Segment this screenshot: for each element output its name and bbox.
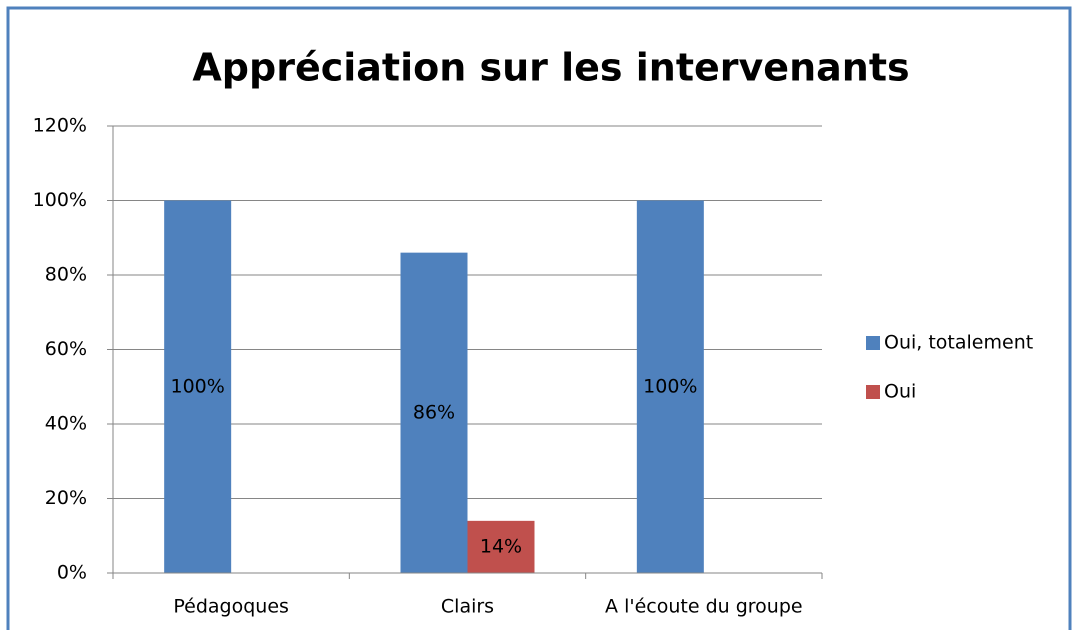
legend-swatch bbox=[866, 385, 880, 399]
data-label: 100% bbox=[643, 375, 697, 397]
y-tick-label: 20% bbox=[45, 487, 87, 509]
y-tick-label: 40% bbox=[45, 413, 87, 435]
legend-label: Oui, totalement bbox=[884, 332, 1033, 354]
y-tick-label: 0% bbox=[57, 562, 87, 584]
legend-swatch bbox=[866, 336, 880, 350]
bar bbox=[164, 200, 232, 573]
data-label: 14% bbox=[480, 535, 522, 557]
x-tick-label: Pédagoques bbox=[173, 596, 289, 618]
data-label: 86% bbox=[413, 401, 455, 423]
chart-title: Appréciation sur les intervenants bbox=[192, 46, 909, 90]
y-tick-label: 80% bbox=[45, 264, 87, 286]
x-tick-label: Clairs bbox=[441, 596, 494, 618]
bar bbox=[636, 200, 704, 573]
y-tick-label: 100% bbox=[33, 189, 87, 211]
y-tick-label: 60% bbox=[45, 338, 87, 360]
bar bbox=[467, 520, 535, 573]
y-tick-label: 120% bbox=[33, 115, 87, 137]
legend-label: Oui bbox=[884, 381, 916, 403]
bar bbox=[400, 252, 468, 573]
x-tick-label: A l'écoute du groupe bbox=[605, 596, 803, 618]
data-label: 100% bbox=[171, 375, 225, 397]
